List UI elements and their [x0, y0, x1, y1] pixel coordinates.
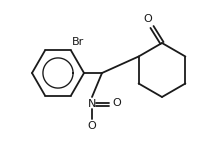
Text: N: N — [88, 99, 96, 109]
Text: O: O — [144, 14, 152, 24]
Text: O: O — [88, 121, 96, 131]
Text: O: O — [112, 98, 121, 108]
Text: Br: Br — [72, 38, 84, 47]
